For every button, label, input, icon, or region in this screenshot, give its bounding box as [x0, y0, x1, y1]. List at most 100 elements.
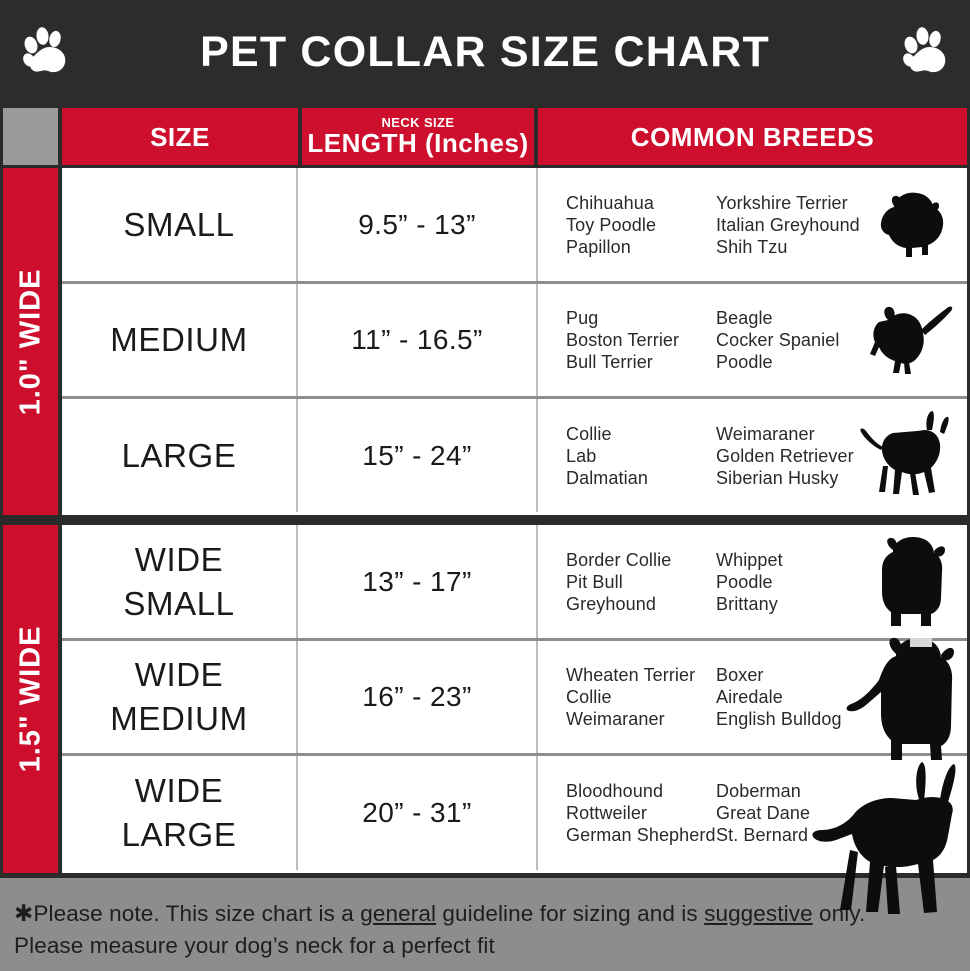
- length-value: 9.5” - 13”: [358, 208, 476, 240]
- cell-size: SMALL: [62, 168, 298, 281]
- paw-icon: [23, 27, 66, 73]
- footer-text-b: guideline for sizing and is: [436, 901, 705, 926]
- table-row: WIDE MEDIUM 16” - 23” Wheaten Terrier Co…: [62, 641, 967, 756]
- cell-length: 16” - 23”: [298, 641, 538, 753]
- breed-item: Dalmatian: [566, 467, 648, 488]
- breed-column-2: Whippet Poodle Brittany: [716, 549, 866, 615]
- header-sublabel-neck-size: NECK SIZE: [381, 115, 455, 130]
- breed-item: Yorkshire Terrier: [716, 192, 848, 213]
- breed-item: Bull Terrier: [566, 352, 653, 372]
- breed-item: Pit Bull: [566, 571, 623, 592]
- breed-item: Greyhound: [566, 593, 656, 614]
- breed-item: Boxer: [716, 665, 764, 685]
- breed-item: Weimaraner: [716, 423, 815, 444]
- breed-item: Doberman: [716, 781, 801, 801]
- breed-column-1: Bloodhound Rottweiler German Shepherd: [566, 780, 716, 846]
- breed-item: Rottweiler: [566, 803, 648, 823]
- breed-column-2: Boxer Airedale English Bulldog: [716, 664, 866, 730]
- length-value: 16” - 23”: [362, 681, 472, 712]
- breed-item: Boston Terrier: [566, 330, 680, 350]
- size-label: WIDE: [134, 656, 224, 693]
- cell-breeds: Collie Lab Dalmatian Weimaraner Golden R…: [538, 399, 967, 512]
- breed-item: Weimaraner: [566, 709, 665, 729]
- footer-line-1: ✱Please note. This size chart is a gener…: [14, 897, 954, 930]
- footer-note: ✱Please note. This size chart is a gener…: [0, 878, 970, 971]
- header-cell-breeds: COMMON BREEDS: [538, 108, 967, 165]
- cell-size: LARGE: [62, 399, 298, 512]
- breed-item: Siberian Husky: [716, 467, 839, 488]
- page-title: PET COLLAR SIZE CHART: [200, 27, 770, 76]
- size-label: LARGE: [121, 436, 237, 474]
- footer-emphasis-suggestive: suggestive: [704, 901, 813, 926]
- cell-size: MEDIUM: [62, 284, 298, 396]
- header-cell-length: NECK SIZE LENGTH (Inches): [302, 108, 534, 165]
- section-tab-1-5-wide: 1.5" WIDE: [3, 525, 58, 873]
- cell-length: 11” - 16.5”: [298, 284, 538, 396]
- length-value: 11” - 16.5”: [351, 324, 483, 355]
- cell-length: 13” - 17”: [298, 525, 538, 638]
- footer-text-c: only.: [812, 901, 866, 926]
- footer-line-2: Please measure your dog’s neck for a per…: [14, 933, 495, 958]
- breed-item: Brittany: [716, 593, 778, 614]
- breed-item: Papillon: [566, 236, 631, 257]
- cell-size: WIDE LARGE: [62, 756, 298, 870]
- header-label-length: LENGTH (Inches): [307, 128, 529, 158]
- section-tab-label: 1.5" WIDE: [14, 625, 46, 773]
- section-1-0-wide-rows: SMALL 9.5” - 13” Chihuahua Toy Poodle Pa…: [62, 168, 967, 515]
- breed-item: Whippet: [716, 549, 783, 570]
- table-row: MEDIUM 11” - 16.5” Pug Boston Terrier Bu…: [62, 284, 967, 399]
- cell-size: WIDE SMALL: [62, 525, 298, 638]
- size-label: WIDE: [134, 540, 224, 578]
- breed-item: Poodle: [716, 352, 773, 372]
- cell-length: 15” - 24”: [298, 399, 538, 512]
- section-tab-label: 1.0" WIDE: [14, 268, 46, 415]
- header-cell-size: SIZE: [62, 108, 298, 165]
- length-value: 15” - 24”: [362, 439, 472, 471]
- length-value: 20” - 31”: [362, 797, 472, 828]
- header-label-size: SIZE: [150, 121, 210, 152]
- cell-length: 9.5” - 13”: [298, 168, 538, 281]
- breed-item: German Shepherd: [566, 825, 716, 845]
- breed-item: English Bulldog: [716, 709, 842, 729]
- breed-item: Wheaten Terrier: [566, 665, 696, 685]
- paw-icon: [903, 27, 946, 73]
- breed-item: Italian Greyhound: [716, 214, 860, 235]
- cell-length: 20” - 31”: [298, 756, 538, 870]
- breed-column-2: Doberman Great Dane St. Bernard: [716, 780, 866, 846]
- breed-column-1: Pug Boston Terrier Bull Terrier: [566, 307, 716, 373]
- length-value: 13” - 17”: [362, 565, 472, 597]
- breed-item: Lab: [566, 445, 597, 466]
- header-corner-cell: [3, 108, 58, 165]
- breed-item: Chihuahua: [566, 192, 654, 213]
- size-label-2: SMALL: [123, 584, 235, 622]
- breed-item: Great Dane: [716, 803, 811, 823]
- breed-item: St. Bernard: [716, 825, 809, 845]
- breed-item: Toy Poodle: [566, 214, 657, 235]
- header-label-common-breeds: COMMON BREEDS: [630, 121, 875, 152]
- breed-item: Pug: [566, 308, 599, 328]
- table-row: WIDE LARGE 20” - 31” Bloodhound Rottweil…: [62, 756, 967, 870]
- size-label: WIDE: [134, 772, 224, 809]
- breed-column-2: Weimaraner Golden Retriever Siberian Hus…: [716, 423, 866, 489]
- cell-size: WIDE MEDIUM: [62, 641, 298, 753]
- breed-item: Bloodhound: [566, 781, 664, 801]
- size-label-2: MEDIUM: [110, 700, 248, 737]
- breed-item: Cocker Spaniel: [716, 330, 840, 350]
- table-header-row: SIZE NECK SIZE LENGTH (Inches) COMMON BR…: [0, 108, 970, 165]
- breed-item: Border Collie: [566, 549, 672, 570]
- size-label: MEDIUM: [110, 321, 248, 358]
- breed-item: Airedale: [716, 687, 783, 707]
- breed-item: Shih Tzu: [716, 236, 788, 257]
- breed-item: Poodle: [716, 571, 773, 592]
- cell-breeds: Wheaten Terrier Collie Weimaraner Boxer …: [538, 641, 967, 753]
- section-1-5-wide-rows: WIDE SMALL 13” - 17” Border Collie Pit B…: [62, 525, 967, 873]
- cell-breeds: Bloodhound Rottweiler German Shepherd Do…: [538, 756, 967, 870]
- cell-breeds: Pug Boston Terrier Bull Terrier Beagle C…: [538, 284, 967, 396]
- breed-item: Collie: [566, 687, 612, 707]
- breed-item: Golden Retriever: [716, 445, 854, 466]
- size-label: SMALL: [123, 205, 235, 243]
- footer-emphasis-general: general: [360, 901, 437, 926]
- footer-text-a: Please note. This size chart is a: [33, 901, 361, 926]
- table-row: SMALL 9.5” - 13” Chihuahua Toy Poodle Pa…: [62, 168, 967, 284]
